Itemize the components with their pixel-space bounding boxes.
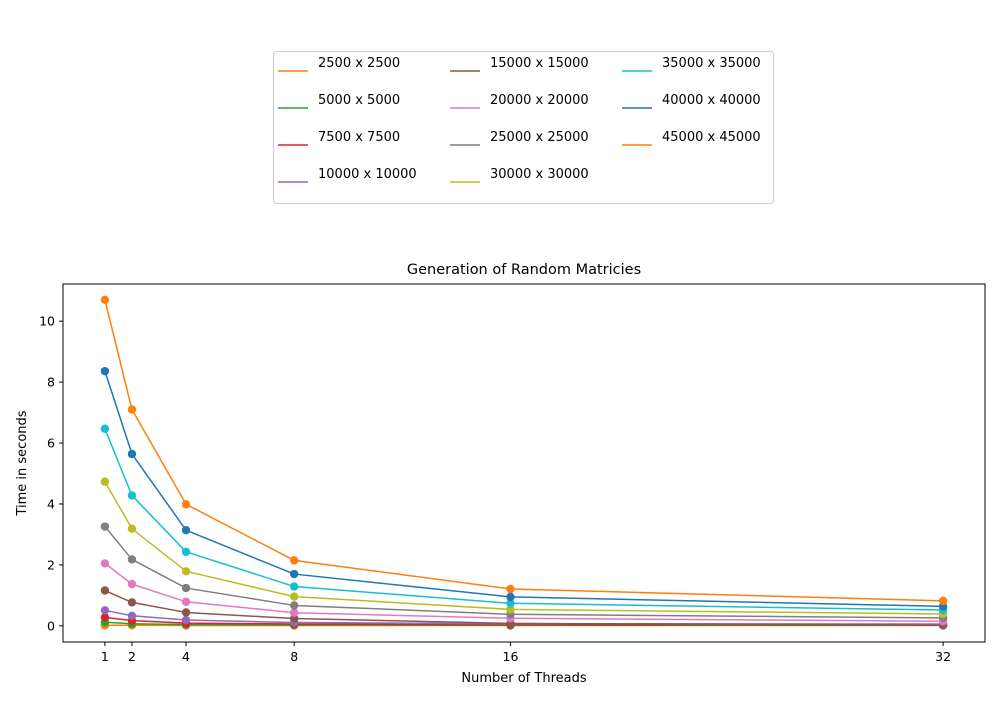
data-point: [182, 608, 190, 616]
data-point: [506, 593, 514, 601]
data-point: [182, 526, 190, 534]
data-point: [101, 606, 109, 614]
legend-label: 25000 x 25000: [490, 130, 589, 145]
legend-label: 10000 x 10000: [318, 167, 417, 182]
x-tick-label: 4: [182, 649, 190, 664]
data-point: [128, 450, 136, 458]
data-point: [182, 584, 190, 592]
data-point: [101, 522, 109, 530]
x-tick-label: 2: [128, 649, 136, 664]
data-point: [101, 367, 109, 375]
y-tick-label: 0: [47, 618, 55, 633]
data-point: [128, 491, 136, 499]
data-point: [128, 555, 136, 563]
data-point: [290, 592, 298, 600]
data-point: [128, 405, 136, 413]
y-axis-label: Time in seconds: [15, 410, 30, 516]
y-tick-label: 2: [47, 557, 55, 572]
data-point: [290, 570, 298, 578]
y-tick-label: 4: [47, 496, 55, 511]
data-point: [290, 609, 298, 617]
legend: 2500 x 2500 5000 x 5000 7500 x 7500 10000 x…: [274, 52, 774, 204]
data-point: [290, 582, 298, 590]
y-tick-label: 10: [39, 314, 55, 329]
data-point: [506, 585, 514, 593]
data-point: [101, 478, 109, 486]
data-point: [182, 548, 190, 556]
x-axis-label: Number of Threads: [461, 671, 586, 686]
data-point: [290, 601, 298, 609]
data-point: [101, 559, 109, 567]
x-tick-label: 32: [935, 649, 951, 664]
data-point: [182, 500, 190, 508]
legend-label: 15000 x 15000: [490, 56, 589, 71]
legend-label: 20000 x 20000: [490, 93, 589, 108]
legend-label: 30000 x 30000: [490, 167, 589, 182]
data-point: [939, 597, 947, 605]
data-point: [128, 612, 136, 620]
legend-label: 40000 x 40000: [662, 93, 761, 108]
data-point: [101, 296, 109, 304]
data-point: [182, 616, 190, 624]
legend-label: 7500 x 7500: [318, 130, 400, 145]
y-tick-label: 8: [47, 375, 55, 390]
data-point: [128, 598, 136, 606]
data-point: [182, 598, 190, 606]
x-tick-label: 16: [503, 649, 519, 664]
data-point: [290, 556, 298, 564]
data-point: [101, 586, 109, 594]
x-tick-label: 1: [101, 649, 109, 664]
legend-label: 2500 x 2500: [318, 56, 400, 71]
chart-title: Generation of Random Matricies: [407, 262, 641, 278]
x-tick-label: 8: [290, 649, 298, 664]
legend-label: 45000 x 45000: [662, 130, 761, 145]
data-point: [182, 567, 190, 575]
data-point: [128, 580, 136, 588]
y-tick-label: 6: [47, 436, 55, 451]
legend-label: 35000 x 35000: [662, 56, 761, 71]
legend-label: 5000 x 5000: [318, 93, 400, 108]
data-point: [128, 524, 136, 532]
data-point: [101, 425, 109, 433]
